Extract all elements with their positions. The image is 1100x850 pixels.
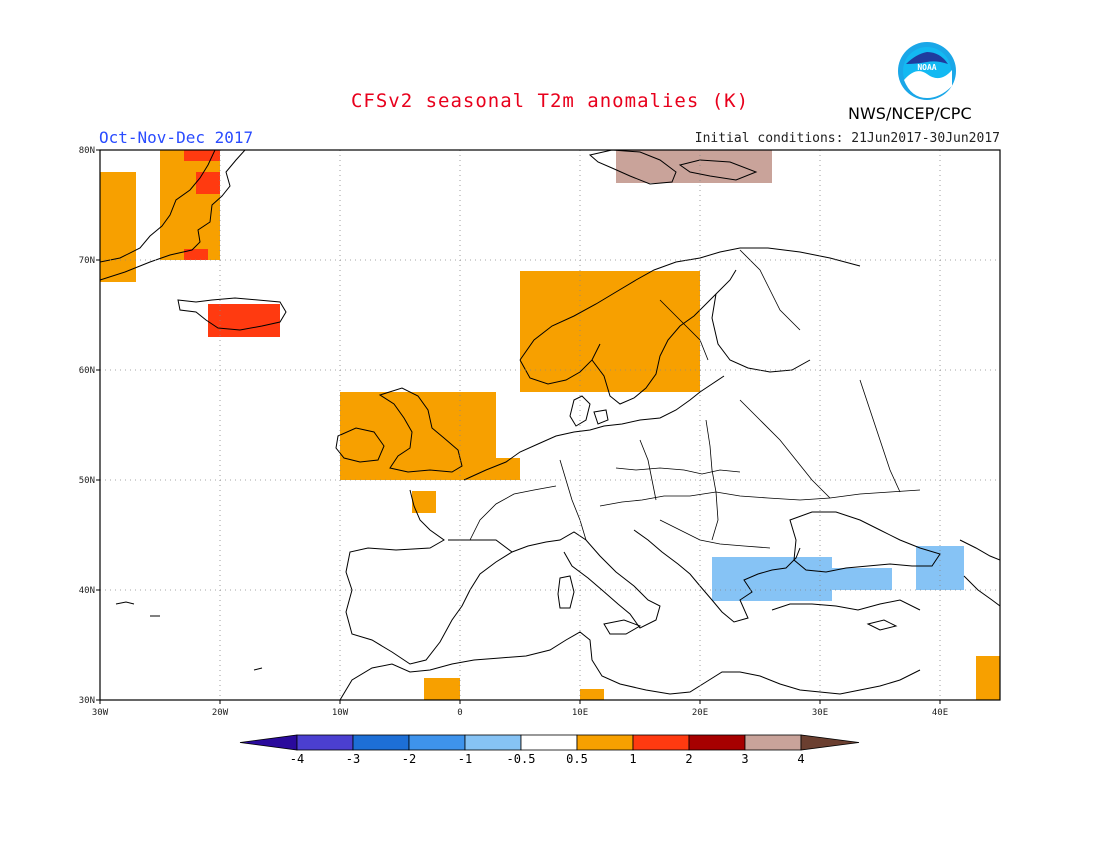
- anomaly-cells: [100, 150, 1000, 700]
- colorbar-label: 1: [629, 752, 636, 766]
- map-frame: [99, 149, 1001, 701]
- anomaly-cell: [496, 458, 520, 480]
- colorbar-label: 2: [685, 752, 692, 766]
- coast-denmark: [569, 395, 609, 427]
- colorbar-label: 3: [741, 752, 748, 766]
- anomaly-cell: [184, 249, 208, 260]
- coast-continent-north: [463, 375, 725, 481]
- coast-sardinia: [557, 575, 575, 609]
- anomaly-cell: [520, 271, 700, 392]
- colorbar-segment: [352, 734, 410, 751]
- season-label: Oct-Nov-Dec 2017: [99, 128, 254, 147]
- colorbar-segment: [688, 734, 746, 751]
- colorbar-segment: [464, 734, 522, 751]
- colorbar-segment: [576, 734, 634, 751]
- colorbar-label: -3: [346, 752, 360, 766]
- axis-ticks: 30W 20W 10W 0 10E 20E 30E 40E 30N 40N 50N 60N 70N 80N: [79, 146, 948, 718]
- anomaly-cell: [580, 689, 604, 700]
- lat-tick-label: 60N: [79, 366, 95, 376]
- lat-tick-label: 70N: [79, 256, 95, 266]
- colorbar-segment: [408, 734, 466, 751]
- lon-tick-label: 30E: [812, 708, 828, 718]
- coast-balkans: [633, 529, 801, 623]
- colorbar-label: 4: [797, 752, 804, 766]
- initial-conditions-label: Initial conditions: 21Jun2017-30Jun2017: [694, 131, 1000, 146]
- lon-tick-label: 30W: [92, 708, 109, 718]
- colorbar-segment: [632, 734, 690, 751]
- coast-iceland: [177, 297, 287, 331]
- colorbar-label: -0.5: [507, 752, 536, 766]
- colorbar-label: 0.5: [566, 752, 588, 766]
- organization-label: NWS/NCEP/CPC: [848, 104, 972, 123]
- colorbar-label: -1: [458, 752, 472, 766]
- colorbar-high-arrow: [800, 734, 860, 751]
- anomaly-cell: [100, 172, 136, 282]
- lon-tick-label: 10W: [332, 708, 349, 718]
- grid-lines: [100, 150, 1000, 700]
- lat-tick-label: 30N: [79, 696, 95, 706]
- coast-ireland: [335, 427, 385, 463]
- anomaly-cell: [412, 491, 436, 513]
- coast-sweden-finland: [591, 269, 811, 405]
- colorbar-segment: [296, 734, 354, 751]
- coast-azores: [115, 601, 160, 617]
- colorbar: -4 -3 -2 -1 -0.5 0.5 1 2 3 4: [239, 734, 860, 766]
- lat-tick-label: 40N: [79, 586, 95, 596]
- anomaly-cell: [208, 304, 280, 337]
- colorbar-label: -2: [402, 752, 416, 766]
- coast-iberia: [345, 489, 513, 665]
- coast-france-italy: [511, 531, 661, 629]
- anomaly-cell: [160, 150, 220, 260]
- coast-caspian: [959, 539, 1000, 607]
- lon-tick-label: 20E: [692, 708, 708, 718]
- coast-turkey: [771, 599, 921, 631]
- coast-madeira: [253, 667, 263, 671]
- coastlines: [100, 150, 1000, 700]
- anomaly-cell: [916, 546, 964, 590]
- lon-tick-label: 40E: [932, 708, 948, 718]
- lat-tick-label: 80N: [79, 146, 95, 156]
- anomaly-cell: [784, 568, 892, 590]
- coast-greenland: [100, 150, 246, 281]
- anomaly-cell: [196, 172, 220, 194]
- lon-tick-label: 20W: [212, 708, 229, 718]
- anomaly-cell: [424, 678, 460, 700]
- lon-tick-label: 10E: [572, 708, 588, 718]
- coast-black-sea: [789, 511, 941, 573]
- colorbar-segment: [744, 734, 802, 751]
- country-borders: [469, 249, 921, 549]
- coast-sicily: [603, 619, 642, 635]
- colorbar-low-arrow: [239, 734, 298, 751]
- colorbar-segment: [520, 734, 578, 751]
- noaa-logo: NOAA: [896, 40, 958, 106]
- anomaly-cell: [976, 656, 1000, 700]
- coast-svalbard: [588, 150, 758, 185]
- lat-tick-label: 50N: [79, 476, 95, 486]
- colorbar-label: -4: [290, 752, 304, 766]
- coast-britain: [378, 387, 463, 473]
- coast-north-africa: [339, 631, 921, 700]
- anomaly-cell: [184, 150, 220, 161]
- map-title: CFSv2 seasonal T2m anomalies (K): [350, 90, 750, 112]
- anomaly-cell: [616, 150, 772, 183]
- lon-tick-label: 0: [457, 708, 462, 718]
- logo-label: NOAA: [917, 63, 936, 72]
- anomaly-cell: [340, 392, 496, 480]
